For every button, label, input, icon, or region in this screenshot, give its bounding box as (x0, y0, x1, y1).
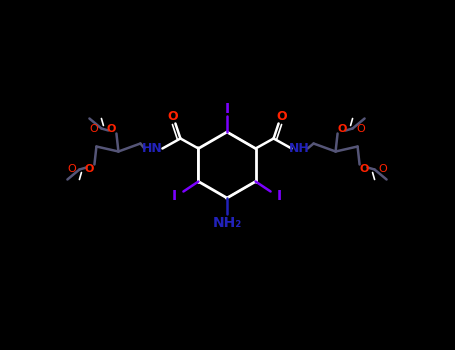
Text: O: O (167, 110, 178, 123)
Text: O: O (85, 164, 94, 175)
Text: HN: HN (142, 142, 163, 155)
Text: O: O (378, 164, 387, 175)
Text: I: I (224, 102, 230, 116)
Text: I: I (277, 189, 282, 203)
Text: NH: NH (289, 142, 310, 155)
Text: NH₂: NH₂ (212, 216, 242, 230)
Text: O: O (276, 110, 287, 123)
Text: O: O (67, 164, 76, 175)
Text: I: I (172, 189, 177, 203)
Text: O: O (107, 124, 116, 133)
Text: O: O (89, 124, 98, 133)
Text: O: O (360, 164, 369, 175)
Text: O: O (338, 124, 347, 133)
Text: O: O (356, 124, 365, 133)
